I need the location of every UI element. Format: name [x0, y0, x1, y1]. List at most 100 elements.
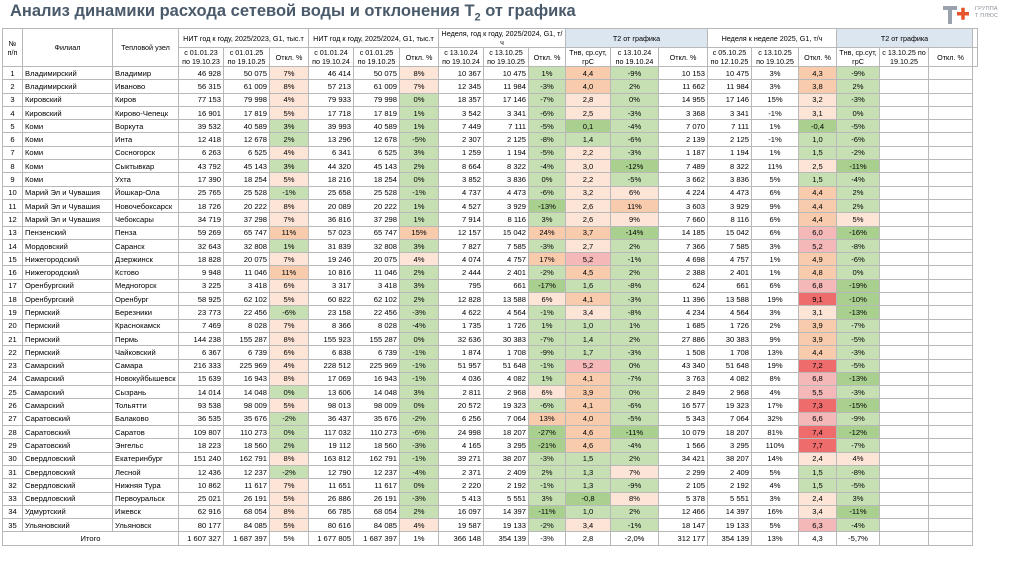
table-cell: 13% — [751, 345, 799, 360]
table-cell: Нижняя Тура — [112, 478, 179, 493]
table-cell: 17 146 — [707, 92, 752, 107]
table-cell: 1 708 — [707, 345, 752, 360]
table-cell: 18 560 — [223, 438, 270, 453]
table-cell: 228 512 — [308, 358, 354, 373]
table-cell: -5% — [836, 331, 880, 347]
table-cell: 3% — [399, 238, 439, 254]
table-cell: 1 194 — [707, 145, 752, 161]
table-cell: 3% — [751, 79, 799, 94]
table-cell: 12 678 — [353, 132, 400, 147]
table-row: 17 Оренбургский Медногорск 3 225 3 418 6% 3 31… — [2, 278, 978, 294]
header-group-week-wow: Неделя к неделе 2025, G1, т/ч — [707, 28, 837, 48]
table-cell: 33 — [2, 491, 23, 506]
table-cell: 11% — [610, 198, 659, 214]
table-cell: 6 263 — [178, 145, 224, 161]
table-cell: 1 187 — [658, 145, 708, 161]
table-cell: 1% — [528, 371, 566, 387]
table-cell: 3% — [399, 385, 439, 400]
table-cell — [928, 145, 973, 161]
table-row: 3 Кировский Киров 77 153 79 998 4% 79 933 79 99… — [2, 92, 978, 107]
table-cell: 11 046 — [353, 265, 400, 280]
table-cell: -3% — [528, 238, 566, 254]
total-cell: 1 607 327 — [178, 531, 224, 547]
table-cell: 4% — [269, 145, 309, 161]
table-cell: 18 254 — [223, 172, 270, 187]
table-cell — [928, 105, 973, 121]
table-cell — [879, 385, 929, 400]
table-cell: 7 585 — [707, 238, 752, 254]
table-cell: 17 819 — [223, 105, 270, 121]
table-cell: 68 054 — [353, 504, 400, 520]
table-cell: 26 191 — [353, 491, 400, 506]
table-cell: Саратовский — [22, 425, 113, 440]
table-cell: Тольятти — [112, 398, 179, 413]
table-cell: 4,0 — [565, 411, 611, 427]
total-cell: 13% — [751, 531, 799, 547]
table-cell: 4 082 — [483, 371, 529, 387]
table-cell: 7 064 — [483, 411, 529, 427]
table-cell — [928, 119, 973, 134]
header-sub: с 13.10.25 по 19.10.25 — [879, 47, 929, 67]
table-cell: 32 808 — [353, 238, 400, 254]
table-cell: -8% — [836, 238, 880, 254]
table-cell: 11 617 — [353, 478, 400, 493]
table-cell: 2,2 — [565, 172, 611, 187]
table-cell: 8 664 — [438, 159, 484, 174]
table-cell: 36 535 — [178, 411, 224, 427]
total-row: Итого 1 607 327 1 687 397 5% 1 677 805 1 687 … — [2, 531, 978, 547]
table-cell — [879, 225, 929, 240]
table-cell: 2 125 — [707, 132, 752, 147]
table-cell: 4,4 — [798, 185, 837, 200]
table-cell: Ижевск — [112, 504, 179, 520]
table-cell: 3,4 — [798, 504, 837, 520]
table-cell: -8% — [610, 305, 659, 320]
table-cell — [928, 79, 973, 94]
table-cell: 2 388 — [658, 265, 708, 280]
table-cell: 4 165 — [438, 438, 484, 453]
table-cell: 12 790 — [308, 464, 354, 480]
table-cell: 32% — [751, 411, 799, 427]
header-num: № п/п — [2, 28, 23, 67]
total-cell: -2,0% — [610, 531, 659, 547]
table-cell: -5% — [836, 119, 880, 134]
table-cell: 216 333 — [178, 358, 224, 373]
table-cell: 38 207 — [483, 451, 529, 466]
table-cell: Березники — [112, 305, 179, 320]
table-cell: -8% — [528, 132, 566, 147]
table-cell: 46 414 — [308, 65, 354, 81]
table-cell: 12 157 — [438, 225, 484, 240]
table-cell: -4% — [399, 318, 439, 333]
table-cell: Свердловский — [22, 491, 113, 506]
table-cell: 98 009 — [353, 398, 400, 413]
table-cell: 10 367 — [438, 65, 484, 81]
table-cell: 17% — [751, 398, 799, 413]
table-cell: Пермский — [22, 305, 113, 320]
table-cell: 10 079 — [658, 425, 708, 440]
table-cell: 2% — [836, 79, 880, 94]
table-cell: 6 367 — [178, 345, 224, 360]
table-cell: 3 662 — [658, 172, 708, 187]
table-cell — [879, 425, 929, 440]
table-cell: 2 968 — [483, 385, 529, 400]
table-cell: 11% — [269, 265, 309, 280]
table-cell: -1% — [528, 358, 566, 373]
table-cell: 6 838 — [308, 345, 354, 360]
table-cell: 6 739 — [353, 345, 400, 360]
table-cell: 3,8 — [798, 79, 837, 94]
table-cell: Энгельс — [112, 438, 179, 453]
table-cell: 155 287 — [353, 331, 400, 347]
table-cell: 4,4 — [798, 345, 837, 360]
table-cell: -7% — [836, 318, 880, 333]
table-cell: 5 413 — [438, 491, 484, 506]
table-cell: -3% — [836, 385, 880, 400]
table-cell: 66 785 — [308, 504, 354, 520]
table-cell: -2% — [269, 464, 309, 480]
header-sub: Откл. % — [528, 47, 566, 67]
table-cell: 19 133 — [707, 518, 752, 533]
table-cell: -11% — [610, 425, 659, 440]
table-cell: 11 662 — [658, 79, 708, 94]
table-cell — [928, 159, 973, 174]
table-cell — [879, 438, 929, 453]
table-cell: 11 984 — [707, 79, 752, 94]
table-cell: 35 — [2, 518, 23, 533]
